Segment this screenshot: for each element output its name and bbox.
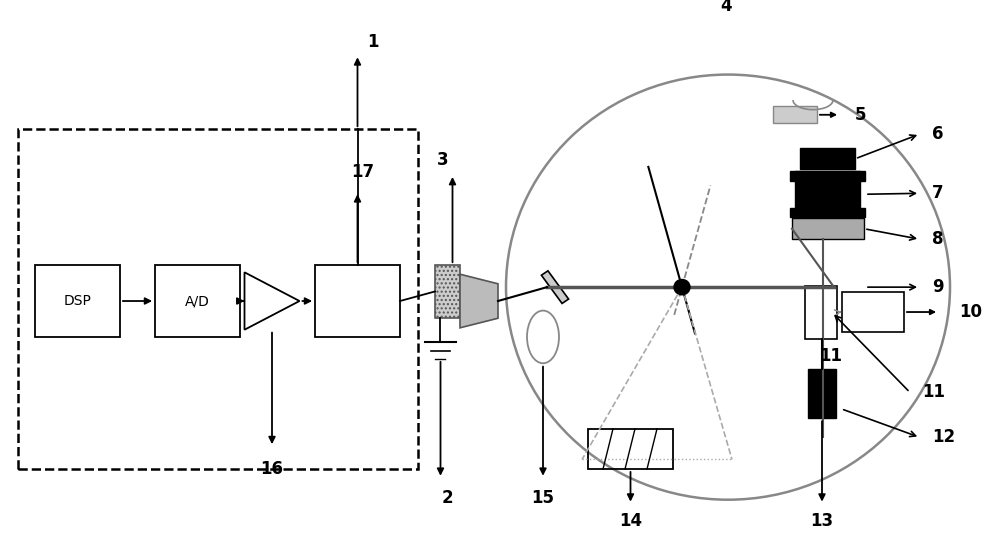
Text: 2: 2 xyxy=(442,489,453,507)
Text: 4: 4 xyxy=(720,0,732,15)
Bar xyxy=(790,208,865,217)
Text: 14: 14 xyxy=(619,512,642,530)
Bar xyxy=(795,171,860,217)
Text: 17: 17 xyxy=(351,163,374,181)
Bar xyxy=(35,265,120,337)
Bar xyxy=(155,265,240,337)
Text: 8: 8 xyxy=(932,230,944,248)
Bar xyxy=(773,106,817,123)
Bar xyxy=(790,171,865,181)
Bar xyxy=(808,369,836,419)
Text: 11: 11 xyxy=(820,347,842,365)
Bar xyxy=(792,218,864,239)
Bar xyxy=(315,265,400,337)
Text: 16: 16 xyxy=(260,460,284,478)
Text: 10: 10 xyxy=(959,303,982,321)
Bar xyxy=(800,148,855,169)
Bar xyxy=(18,129,418,469)
Text: 7: 7 xyxy=(932,185,944,202)
Bar xyxy=(588,429,673,469)
Text: 11: 11 xyxy=(922,384,945,401)
Text: 6: 6 xyxy=(932,125,944,143)
Text: 5: 5 xyxy=(854,106,866,124)
Text: 9: 9 xyxy=(932,278,944,296)
Text: 3: 3 xyxy=(437,151,448,169)
Polygon shape xyxy=(460,274,498,328)
Text: 12: 12 xyxy=(932,428,955,447)
Text: A/D: A/D xyxy=(185,294,210,308)
Text: 1: 1 xyxy=(367,33,378,51)
Bar xyxy=(435,265,460,318)
Bar xyxy=(805,286,837,339)
Text: 15: 15 xyxy=(532,489,554,507)
Text: DSP: DSP xyxy=(64,294,91,308)
Polygon shape xyxy=(541,271,569,303)
Bar xyxy=(842,292,904,332)
Circle shape xyxy=(674,279,690,295)
Text: 13: 13 xyxy=(810,512,834,530)
